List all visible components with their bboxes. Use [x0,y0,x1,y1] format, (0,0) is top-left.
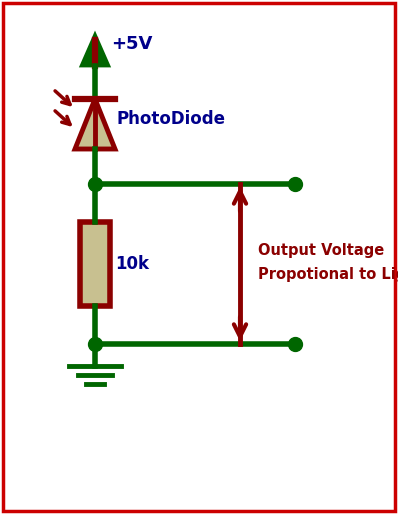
Polygon shape [81,34,109,66]
Text: PhotoDiode: PhotoDiode [117,110,226,128]
Text: +5V: +5V [111,35,152,53]
Text: Output Voltage: Output Voltage [258,243,384,258]
Polygon shape [75,99,115,149]
Text: 10k: 10k [115,255,149,273]
Bar [80,222,110,306]
Text: Propotional to Light: Propotional to Light [258,266,398,282]
